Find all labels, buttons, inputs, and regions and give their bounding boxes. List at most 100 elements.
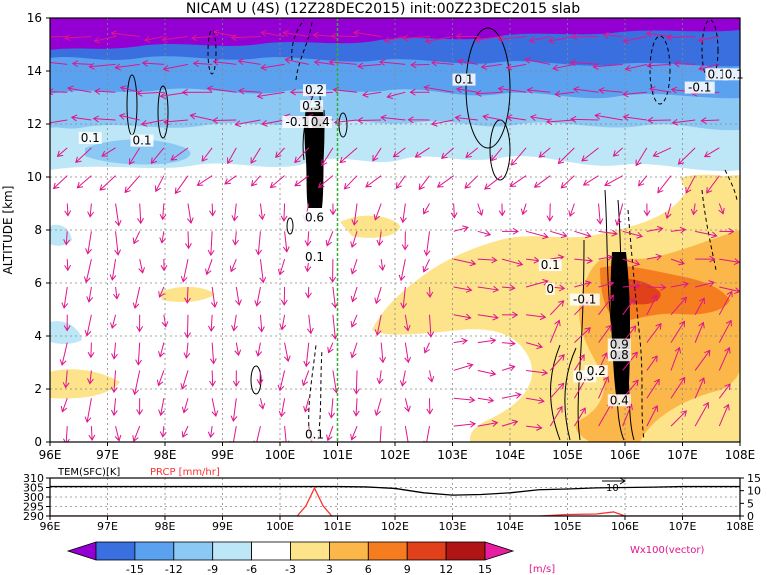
wind-arrow [526,86,551,94]
wind-arrow [232,231,239,246]
wind-arrow [647,116,672,124]
wind-arrow [330,32,358,40]
wind-arrow [426,286,434,299]
sub-x-tick-label: 106E [611,520,639,533]
sub-right-tick-label: 5 [747,497,754,510]
wind-arrow [426,398,434,415]
wind-arrow [84,398,92,424]
colorbar-unit: [m/s] [529,564,555,575]
wind-arrow [282,231,290,253]
wind-arrow [524,56,551,65]
x-tick-label: 107E [667,448,698,462]
wind-arrow [403,314,411,332]
contour-label-bg [78,131,102,144]
wind-arrow [404,342,412,364]
wind-arrow [430,59,454,67]
wind-arrow [313,59,333,66]
wind-arrow [183,342,191,359]
wind-arrow [557,147,575,165]
colorbar-box [328,541,369,561]
wind-arrow [635,147,648,167]
wind-arrow [427,370,435,383]
y-tick-label: 6 [34,276,42,290]
wind-arrow [624,63,647,72]
wind-arrow [501,227,519,235]
sub-x-tick-label: 107E [669,520,697,533]
wind-arrow [304,231,312,247]
wind-arrow [418,175,430,191]
wind-arrow [554,90,575,98]
wind-arrow [63,231,71,246]
wind-arrow [695,280,716,288]
sub-right-tick-label: 10 [747,485,761,498]
wind-arrow [235,286,242,306]
wind-arrow [238,87,261,95]
contour-label: 0.1 [454,73,473,87]
wind-arrow [572,86,599,94]
contour-label: 0.1 [541,258,560,272]
wind-arrow [671,118,696,126]
wind-arrow [477,230,492,237]
wind-arrow [259,259,267,284]
wind-arrow [351,203,359,226]
wind-arrow [329,259,337,283]
wind-arrow [646,355,658,371]
sub-x-tick-label: 108E [726,520,754,533]
wind-arrow [67,85,92,93]
wind-arrow [224,175,237,185]
colorbar: -15 -12 -9 -6 -3 3 6 9 12 15 [m/s] Wx100(vector) [66,541,705,575]
y-tick-label: 14 [27,64,42,78]
wind-arrow [255,231,263,256]
contour-far-right-2 [724,169,738,201]
wind-arrow [87,342,95,359]
x-tick-label: 96E [39,448,62,462]
contour-label: 0.4 [311,115,330,129]
wind-arrow [465,147,479,158]
wind-arrow [602,31,623,39]
wind-arrow [88,426,96,442]
wind-arrow [328,58,358,66]
y-tick-label: 4 [34,329,42,343]
wind-arrow [501,391,522,399]
wind-arrow [185,231,192,250]
wind-arrow [386,91,406,100]
colorbar-triangle-left [66,541,97,561]
wind-arrow [670,258,685,266]
wind-arrow [574,280,592,288]
wind-arrow [357,62,382,70]
wind-arrow [477,369,497,377]
wind-arrow [343,175,358,190]
sub-x-tick-label: 98E [155,520,176,533]
contour-label: 0.1 [725,67,744,81]
colorbar-box [173,541,214,561]
wind-arrow [158,342,165,358]
colorbar-tick-label: -15 [126,563,144,575]
wind-arrow [718,203,725,215]
wind-arrow [598,294,615,316]
wind-arrow [186,203,194,224]
wind-arrow [60,398,68,413]
colorbar-tick-label: 6 [365,563,372,575]
wind-arrow [99,175,116,191]
wind-arrow [703,147,720,158]
x-tick-label: 103E [437,448,468,462]
wind-arrow [257,314,265,333]
wind-arrow [160,259,168,272]
wind-arrow [501,364,516,372]
wind-arrow [646,405,659,427]
wind-arrow [352,398,360,417]
wind-arrow [174,175,189,195]
sub-left-tick-label: 310 [23,472,44,485]
wind-arrow [392,147,406,158]
wind-arrow [61,286,69,309]
wind-arrow [132,425,141,442]
wind-arrow [294,147,310,164]
wind-arrow [700,117,720,125]
wind-arrow [453,286,473,293]
wind-arrow [598,280,615,288]
wind-arrow [301,370,310,387]
wind-arrow [110,30,140,38]
wind-arrow [501,258,524,267]
contour-label-bg [684,81,715,94]
sub-x-tick-label: 100E [266,520,294,533]
